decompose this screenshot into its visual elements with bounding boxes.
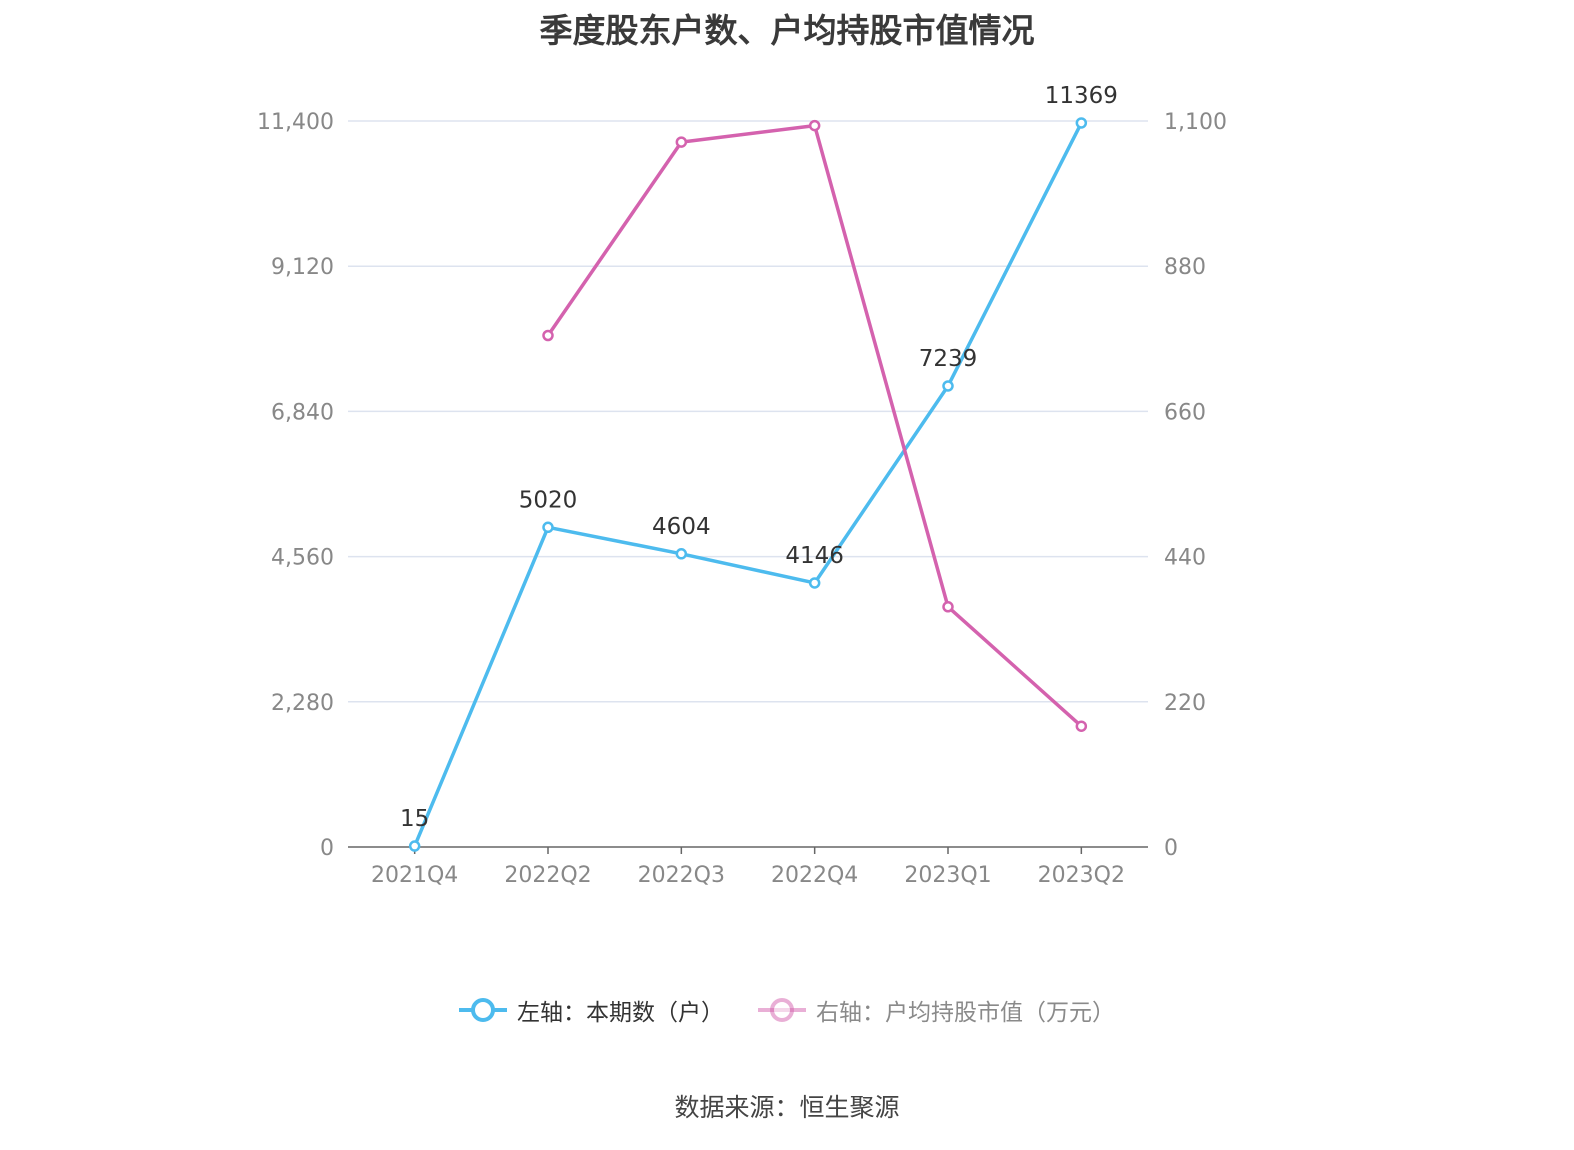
data-point-right[interactable] [1075,720,1088,732]
data-point-left[interactable] [942,380,954,392]
grid-layer [348,120,1148,703]
y-left-tick-label: 2,280 [271,691,334,716]
data-point-right[interactable] [542,329,554,342]
data-point-right[interactable] [808,119,821,132]
legend-label-left-axis: 左轴：本期数（户） [517,1000,724,1026]
x-tick-label: 2022Q3 [638,863,725,888]
label-layer: 15 5020 4604 4146 7239 11369 [400,83,1118,832]
data-label: 4146 [785,543,844,569]
legend: 左轴：本期数（户） 右轴：户均持股市值（万元） [0,992,1574,1028]
y-left-tick-label: 9,120 [271,255,334,280]
y-left-tick-label: 11,400 [257,110,334,135]
legend-marker-right-icon [758,998,806,1022]
x-tick-label: 2023Q1 [904,863,991,888]
data-point-left[interactable] [1075,117,1088,129]
data-label: 7239 [919,346,978,372]
x-tick-label: 2022Q4 [771,863,858,888]
legend-marker-left-icon [459,998,507,1022]
data-point-left[interactable] [408,840,421,852]
data-label: 15 [400,806,429,832]
chart-title: 季度股东户数、户均持股市值情况 [539,11,1035,50]
data-source: 数据来源：恒生聚源 [674,1093,900,1122]
y-left-tick-label: 0 [320,836,334,861]
data-point-right[interactable] [942,601,954,613]
data-label: 4604 [652,514,711,540]
y-right-tick-label: 440 [1164,546,1206,571]
axis-layer: 0 2,280 4,560 6,840 9,120 11,400 0 220 440 660 880… [257,110,1227,888]
data-point-left[interactable] [542,521,554,534]
legend-label-right-axis: 右轴：户均持股市值（万元） [816,1000,1115,1026]
y-left-tick-label: 4,560 [271,546,334,571]
y-left-tick-label: 6,840 [271,400,334,425]
x-tick-label: 2021Q4 [371,863,458,888]
y-right-tick-label: 1,100 [1164,110,1227,135]
series-layer [408,117,1088,852]
x-tick-label: 2023Q2 [1038,863,1125,888]
series-line-right [546,123,1083,728]
y-right-tick-label: 880 [1164,255,1206,280]
series-line-left [413,122,1083,847]
data-point-left[interactable] [675,548,688,560]
data-point-right[interactable] [675,136,688,148]
y-right-tick-label: 220 [1164,691,1206,716]
data-point-left[interactable] [808,577,821,589]
y-right-tick-label: 660 [1164,400,1206,425]
legend-item-right-axis[interactable]: 右轴：户均持股市值（万元） [758,992,1115,1028]
data-label: 11369 [1045,83,1118,109]
legend-item-left-axis[interactable]: 左轴：本期数（户） [459,992,724,1028]
x-tick-label: 2022Q2 [504,863,591,888]
data-label: 5020 [519,487,578,513]
y-right-tick-label: 0 [1164,836,1178,861]
